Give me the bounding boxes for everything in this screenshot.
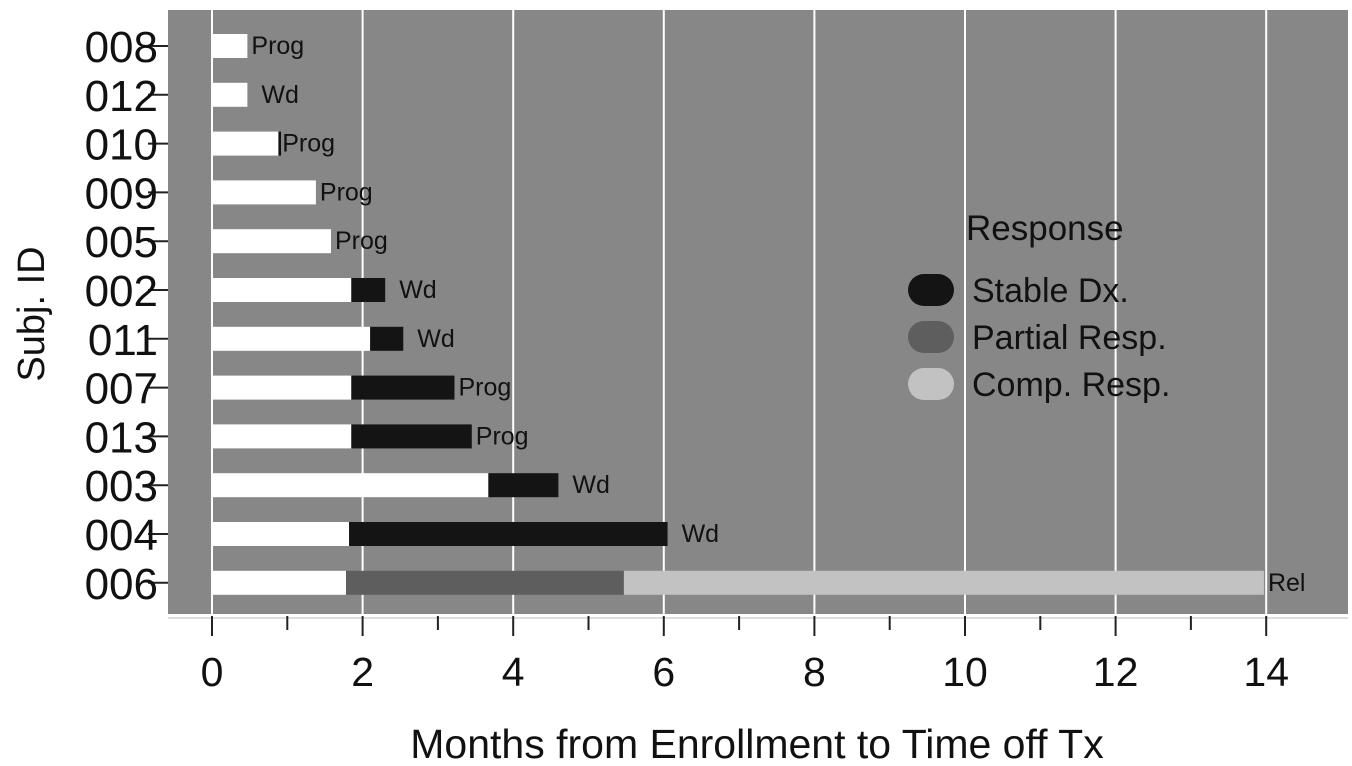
outcome-label: Rel	[1268, 569, 1306, 597]
bar-segment	[212, 570, 347, 595]
legend-entry-label: Stable Dx.	[972, 272, 1129, 310]
bar-segment	[488, 473, 559, 498]
bar-segment	[351, 278, 386, 302]
y-tick-label: 004	[85, 511, 158, 560]
outcome-label: Wd	[261, 81, 299, 109]
outcome-label: Wd	[417, 325, 455, 353]
legend: Response Stable Dx. Partial Resp. Comp. Res…	[908, 209, 1170, 404]
bar-segment	[623, 570, 1264, 595]
bar-segment	[349, 522, 668, 546]
bar-segment	[212, 424, 352, 449]
y-axis-title: Subj. ID	[11, 246, 53, 381]
y-tick-label: 011	[88, 316, 158, 365]
outcome-label: Wd	[682, 520, 720, 548]
bar-segment	[212, 82, 248, 107]
legend-swatch	[908, 368, 954, 400]
outcome-label: Prog	[251, 32, 304, 60]
bar-segment	[212, 180, 316, 205]
outcome-label: Prog	[335, 227, 388, 255]
y-tick-label: 013	[85, 413, 158, 462]
bar-segment	[370, 326, 404, 351]
y-tick-label: 006	[85, 560, 158, 609]
outcome-label: Wd	[399, 276, 437, 304]
bar-segment	[212, 473, 489, 498]
legend-swatch	[908, 274, 954, 306]
legend-entry-label: Comp. Resp.	[972, 366, 1170, 404]
bar-segment	[212, 522, 350, 546]
y-tick-label: 002	[85, 267, 158, 316]
bar-segment	[212, 229, 331, 254]
bars	[212, 34, 1264, 595]
bar-segment	[212, 326, 371, 351]
x-tick-label: 4	[502, 649, 525, 695]
x-tick-label: 14	[1243, 649, 1289, 695]
bar-segment	[212, 278, 352, 302]
x-tick-label: 6	[652, 649, 675, 695]
x-axis-title: Months from Enrollment to Time off Tx	[410, 721, 1104, 766]
outcome-label: Prog	[476, 422, 529, 450]
y-tick-label: 008	[85, 23, 158, 72]
y-tick-label: 012	[85, 72, 158, 121]
bar-segment	[212, 375, 352, 400]
bar-segment	[351, 424, 472, 449]
x-tick-label: 12	[1093, 649, 1139, 695]
bar-segment	[346, 570, 624, 595]
x-tick-label: 0	[201, 649, 224, 695]
bar-segment	[212, 131, 279, 156]
grid-lines	[211, 10, 1268, 614]
legend-title: Response	[966, 209, 1124, 248]
outcome-label: Prog	[320, 178, 373, 206]
x-tick-label: 10	[942, 649, 988, 695]
y-tick-label: 007	[85, 365, 158, 414]
bar-segment	[212, 34, 248, 58]
outcome-label: Prog	[458, 374, 511, 402]
legend-entry-label: Partial Resp.	[972, 319, 1167, 357]
y-tick-label: 005	[85, 218, 158, 267]
y-tick-label: 003	[85, 462, 158, 511]
plot-panel	[168, 10, 1348, 614]
outcome-label: Prog	[282, 130, 335, 158]
legend-swatch	[908, 321, 954, 353]
y-tick-label: 010	[85, 121, 158, 170]
outcome-label: Wd	[572, 471, 610, 499]
y-tick-label: 009	[85, 169, 158, 218]
x-tick-label: 2	[351, 649, 374, 695]
x-tick-label: 8	[803, 649, 826, 695]
bar-segment	[351, 375, 455, 400]
